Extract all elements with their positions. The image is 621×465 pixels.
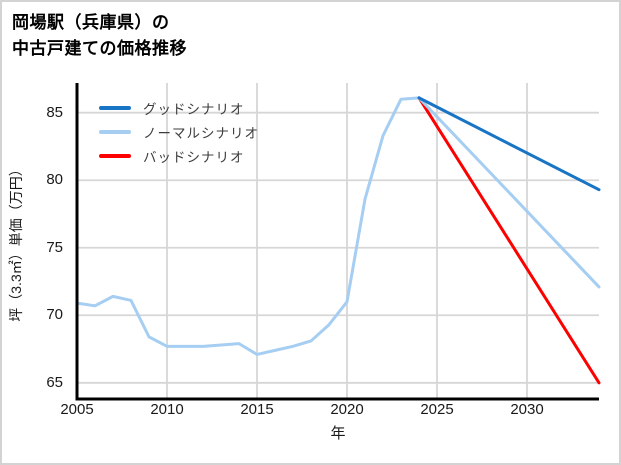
chart-title-line2: 中古戸建ての価格推移 — [12, 39, 187, 58]
series-line-実績価格 — [75, 96, 421, 356]
good-scenario-line-icon — [99, 106, 131, 110]
chart-title: 岡場駅（兵庫県）の 中古戸建ての価格推移 — [12, 10, 187, 62]
bad-scenario-line-icon — [99, 154, 131, 158]
x-tick-2025: 2025 — [420, 401, 454, 418]
x-tick-2020: 2020 — [330, 401, 364, 418]
legend-label-good: グッドシナリオ — [143, 102, 245, 117]
legend-label-bad: バッドシナリオ — [143, 150, 245, 165]
x-tick-2015: 2015 — [240, 401, 274, 418]
legend-item-bad: バッドシナリオ — [99, 144, 259, 168]
x-tick-2005: 2005 — [60, 401, 94, 418]
y-tick-75: 75 — [46, 239, 63, 256]
legend: グッドシナリオ ノーマルシナリオ バッドシナリオ — [99, 96, 259, 168]
legend-item-good: グッドシナリオ — [99, 96, 259, 120]
series-line-ノーマルシナリオ — [417, 96, 601, 289]
x-tick-2030: 2030 — [510, 401, 544, 418]
x-axis-label: 年 — [330, 425, 346, 442]
y-tick-65: 65 — [46, 374, 63, 391]
series-line-グッドシナリオ — [417, 96, 601, 192]
legend-label-normal: ノーマルシナリオ — [143, 126, 259, 141]
chart-title-line1: 岡場駅（兵庫県）の — [12, 13, 170, 32]
y-tick-85: 85 — [46, 104, 63, 121]
normal-scenario-line-icon — [99, 130, 131, 134]
y-axis-label: 坪（3.3㎡）単価（万円） — [8, 162, 24, 322]
border-accent-left — [0, 0, 2, 67]
y-tick-80: 80 — [46, 171, 63, 188]
x-tick-2010: 2010 — [150, 401, 184, 418]
series-line-バッドシナリオ — [417, 96, 601, 385]
y-tick-70: 70 — [46, 306, 63, 323]
border-accent-top — [0, 0, 252, 2]
legend-item-normal: ノーマルシナリオ — [99, 120, 259, 144]
